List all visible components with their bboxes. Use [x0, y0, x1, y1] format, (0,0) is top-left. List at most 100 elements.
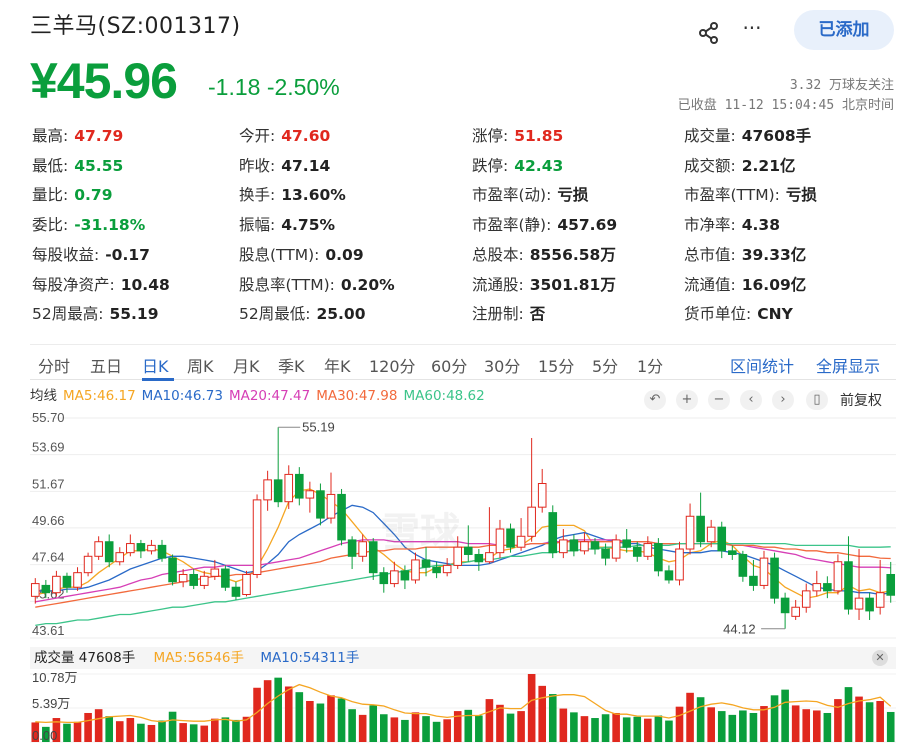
y-tick-label: 49.66 — [32, 513, 65, 528]
volume-bar — [200, 725, 209, 742]
candle-body — [791, 606, 800, 617]
candle-body — [537, 483, 547, 508]
tab-period[interactable]: 月K — [233, 357, 260, 376]
stat-value: 47.14 — [281, 156, 331, 175]
stat-item: 量比: 0.79 — [32, 183, 112, 205]
tab-period[interactable]: 60分 — [431, 357, 468, 376]
tab-period[interactable]: 季K — [278, 357, 305, 376]
stat-label: 股息率(TTM): — [239, 275, 335, 294]
range-stats-link[interactable]: 区间统计 — [730, 357, 795, 376]
volume-bar — [31, 722, 40, 742]
tab-period[interactable]: 15分 — [538, 357, 575, 376]
ma-legend-item: MA5:46.17 — [63, 388, 136, 404]
tab-period[interactable]: 分时 — [38, 357, 71, 376]
tab-period[interactable]: 120分 — [369, 357, 416, 376]
ma-legend-item: MA20:47.47 — [228, 388, 311, 404]
stat-value: -31.18% — [74, 216, 146, 235]
tab-period[interactable]: 1分 — [637, 357, 664, 376]
ma-line-ma30 — [35, 541, 891, 608]
candle-body — [252, 499, 262, 575]
volume-bar — [390, 717, 399, 742]
stat-item: 委比: -31.18% — [32, 213, 145, 235]
candle-body — [94, 541, 103, 557]
stat-label: 振幅: — [239, 216, 276, 235]
stat-value: 0.20% — [340, 275, 395, 294]
volume-bar — [781, 689, 789, 742]
tab-period[interactable]: 周K — [187, 357, 214, 376]
candle-body — [527, 506, 536, 537]
more-options-icon[interactable]: ··· — [742, 16, 762, 40]
volume-bar — [411, 712, 420, 742]
zoom-out-icon[interactable]: − — [708, 390, 730, 410]
candle-body — [421, 559, 431, 568]
candle-body — [337, 493, 346, 541]
volume-bar — [855, 696, 863, 742]
candle-body — [210, 568, 220, 577]
tab-period[interactable]: 年K — [324, 357, 351, 376]
undo-icon[interactable]: ↶ — [644, 390, 666, 410]
candle-body — [559, 539, 568, 554]
candlestick-chart[interactable]: 55.7053.6951.6749.6647.6445.6243.6155.19… — [30, 410, 896, 646]
tab-period[interactable]: 日K — [142, 357, 169, 376]
candle-body — [41, 584, 51, 594]
stat-value: 4.75% — [281, 216, 336, 235]
volume-bar — [337, 698, 346, 742]
zoom-in-icon[interactable]: + — [676, 390, 698, 410]
candle-style-icon[interactable]: ▯ — [806, 390, 828, 410]
stat-label: 货币单位: — [684, 305, 752, 324]
pan-right-icon[interactable]: › — [772, 390, 794, 410]
stat-value: CNY — [757, 305, 793, 324]
candle-body — [590, 541, 600, 550]
y-tick-label: 55.70 — [32, 410, 65, 425]
volume-bar — [52, 718, 61, 742]
stat-item: 52周最高: 55.19 — [32, 302, 158, 324]
volume-bar — [538, 685, 547, 742]
added-watchlist-button[interactable]: 已添加 — [794, 10, 894, 50]
stat-value: 47.60 — [281, 127, 331, 145]
tab-period[interactable]: 五日 — [90, 357, 123, 376]
stat-item: 流通股: 3501.81万 — [472, 273, 616, 295]
candle-body — [83, 555, 93, 574]
stat-label: 昨收: — [239, 156, 276, 175]
volume-bar — [84, 712, 92, 742]
stat-label: 总股本: — [472, 245, 524, 264]
candle-body — [569, 539, 579, 552]
candle-body — [759, 557, 769, 586]
volume-ma5-line — [35, 683, 892, 724]
volume-bar — [369, 705, 378, 742]
fullscreen-link[interactable]: 全屏显示 — [816, 357, 881, 376]
stat-value: 457.69 — [557, 216, 618, 235]
volume-bar — [749, 712, 758, 742]
y-tick-label: 53.69 — [32, 440, 65, 455]
ma-line-ma20 — [35, 539, 891, 603]
stat-label: 涨停: — [472, 127, 509, 145]
tab-period[interactable]: 30分 — [484, 357, 521, 376]
volume-bar — [739, 710, 747, 742]
stat-value: 39.33亿 — [741, 245, 807, 264]
candle-body — [73, 572, 82, 588]
candle-body — [611, 539, 621, 559]
adjust-mode-select[interactable]: 前复权 — [840, 393, 882, 409]
volume-bar — [717, 711, 726, 742]
volume-chart[interactable]: 10.78万 5.39万 0.00 — [30, 670, 896, 744]
stat-label: 跌停: — [472, 156, 509, 175]
volume-bar — [548, 694, 557, 742]
pan-left-icon[interactable]: ‹ — [740, 390, 762, 410]
candle-body — [580, 541, 589, 552]
volume-bar — [475, 715, 483, 742]
volume-bar — [527, 674, 536, 742]
stat-value: 10.48 — [120, 275, 170, 294]
volume-bar — [179, 723, 187, 742]
stat-label: 流通股: — [472, 275, 524, 294]
candle-body — [305, 490, 315, 499]
share-icon[interactable] — [696, 20, 722, 46]
volume-bar — [306, 700, 314, 742]
stat-item: 市盈率(动): 亏损 — [472, 183, 588, 205]
stat-item: 每股净资产: 10.48 — [32, 273, 170, 295]
close-volume-icon[interactable]: ✕ — [872, 650, 888, 666]
tab-period[interactable]: 5分 — [592, 357, 619, 376]
stat-value: 8556.58万 — [529, 245, 616, 264]
volume-bar — [570, 712, 578, 742]
volume-bar — [696, 697, 705, 742]
candle-body — [495, 528, 505, 554]
